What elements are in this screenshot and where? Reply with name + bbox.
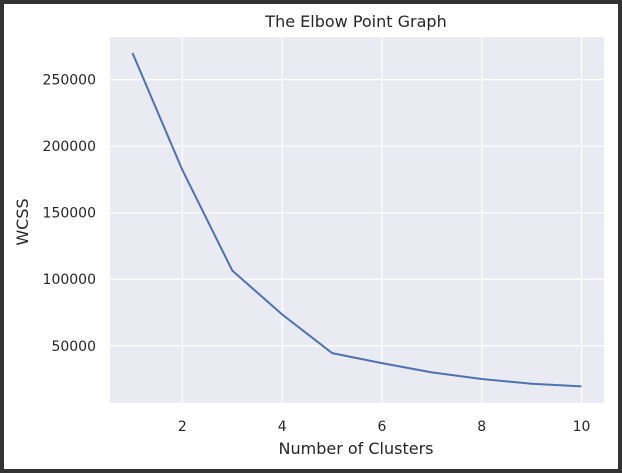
chart-title: The Elbow Point Graph xyxy=(264,12,446,31)
plot-area xyxy=(110,37,604,403)
y-axis-label: WCSS xyxy=(13,198,32,245)
grid-lines xyxy=(110,37,604,403)
y-tick-label: 150000 xyxy=(43,206,96,222)
x-tick-label: 10 xyxy=(573,419,591,435)
x-tick-label: 2 xyxy=(178,419,187,435)
y-tick-label: 50000 xyxy=(51,339,96,355)
y-tick-labels: 50000 100000 150000 200000 250000 xyxy=(43,73,96,355)
x-tick-label: 4 xyxy=(278,419,287,435)
x-tick-label: 6 xyxy=(377,419,386,435)
wcss-series-line xyxy=(131,52,582,388)
y-tick-label: 200000 xyxy=(43,139,96,155)
x-tick-labels: 2 4 6 8 10 xyxy=(178,419,591,435)
x-axis-label: Number of Clusters xyxy=(279,439,434,458)
x-tick-label: 8 xyxy=(477,419,486,435)
series-layer xyxy=(131,52,582,388)
y-tick-label: 250000 xyxy=(43,73,96,89)
y-tick-label: 100000 xyxy=(43,272,96,288)
